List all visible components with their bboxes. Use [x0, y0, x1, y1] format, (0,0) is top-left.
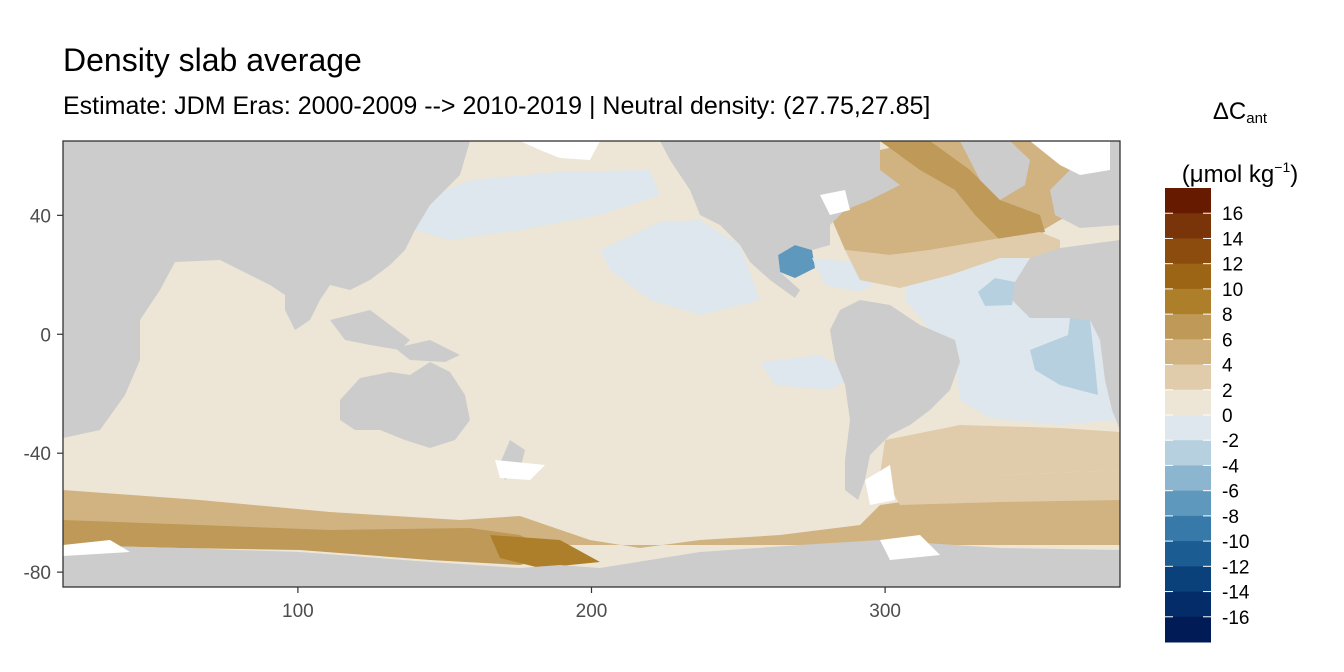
colorbar-label: 6	[1222, 330, 1233, 351]
land-greenland	[960, 141, 1030, 200]
legend-title: ΔCant (μmol kg−1)	[1160, 88, 1320, 199]
land-indonesia	[330, 310, 410, 350]
colorbar-swatch	[1165, 465, 1211, 492]
map-layers	[63, 141, 1120, 587]
colorbar-swatch	[1165, 339, 1211, 366]
x-tick-label: 100	[282, 601, 314, 622]
missing-data-antarctic-1	[63, 540, 130, 556]
colorbar-swatch	[1165, 288, 1211, 315]
missing-data-hudson	[820, 190, 850, 215]
legend-title-main: ΔC	[1212, 98, 1247, 125]
missing-data	[63, 141, 1110, 560]
land-australia	[340, 362, 470, 448]
y-tick-label: -80	[24, 563, 51, 584]
region-canary-patch	[978, 278, 1015, 306]
colorbar-swatch	[1165, 591, 1211, 618]
region-north-atlantic-transition	[845, 232, 1060, 288]
land-new-guinea	[395, 340, 460, 362]
land-africa-west	[63, 141, 400, 438]
colorbar-label: -2	[1222, 431, 1239, 452]
x-tick-label: 200	[576, 601, 608, 622]
region-northeast-pacific	[600, 220, 760, 315]
colorbar-swatch	[1165, 389, 1211, 416]
colorbar-swatch	[1165, 238, 1211, 265]
colorbar-swatch	[1165, 213, 1211, 239]
land-africa-east	[1012, 240, 1120, 430]
region-caribbean	[812, 258, 880, 292]
region-labrador-sea	[880, 141, 1045, 240]
colorbar-swatch	[1165, 566, 1211, 593]
colorbar-label: -8	[1222, 507, 1239, 528]
chart-title: Density slab average	[63, 42, 362, 78]
missing-data-tasman	[495, 460, 545, 480]
colorbar-label: -4	[1222, 456, 1239, 477]
land-south-america	[830, 300, 960, 500]
chart-subtitle: Estimate: JDM Eras: 2000-2009 --> 2010-2…	[63, 92, 931, 120]
colorbar-swatch	[1165, 541, 1211, 567]
missing-data-south-atlantic	[865, 465, 895, 505]
land-north-america	[660, 141, 900, 298]
region-south-atlantic-transition	[880, 425, 1120, 480]
missing-data-arctic	[520, 141, 600, 160]
colorbar-swatch	[1165, 364, 1211, 391]
land	[63, 141, 1120, 587]
missing-data-antarctic-2	[880, 535, 940, 560]
colorbar-swatch	[1165, 314, 1211, 340]
legend-unit-post: )	[1290, 161, 1299, 188]
colorbar-label: -12	[1222, 557, 1249, 578]
colorbar-label: 8	[1222, 305, 1233, 326]
colorbar-swatch	[1165, 440, 1211, 466]
y-axis: 40 0 -40 -80	[24, 206, 63, 584]
colorbar-label: 10	[1222, 280, 1243, 301]
land-antarctica	[63, 540, 1120, 587]
region-gulf-of-mexico	[778, 245, 815, 278]
colorbar-label: -16	[1222, 608, 1249, 629]
colorbar-swatch	[1165, 263, 1211, 290]
colorbar-swatch	[1165, 515, 1211, 542]
colorbar-swatch	[1165, 490, 1211, 517]
region-north-pacific-subpolar	[410, 170, 660, 240]
colorbar-label: 14	[1222, 229, 1244, 250]
map-panel	[62, 140, 1121, 588]
colorbar-label: 0	[1222, 406, 1233, 427]
legend-title-sub: ant	[1246, 110, 1268, 127]
colorbar-label: -10	[1222, 532, 1249, 553]
y-tick-label: 40	[30, 206, 51, 227]
y-tick-label: -40	[24, 444, 51, 465]
colorbar-swatch	[1165, 415, 1211, 441]
missing-data-greenland-sea	[1030, 141, 1110, 175]
x-axis: 100 200 300	[282, 587, 901, 622]
y-tick-label: 0	[40, 325, 51, 346]
x-tick-label: 300	[869, 601, 901, 622]
colorbar-label: -6	[1222, 482, 1239, 503]
colorbar-label: 16	[1222, 204, 1243, 225]
colorbar: 16 14 12 10 8 6 4 2 0 -2 -4 -6 -8 -10 -12 -14 -16	[1165, 188, 1250, 643]
colorbar-swatch	[1165, 616, 1211, 643]
region-eastern-tropical-atlantic	[1030, 318, 1098, 395]
region-eastern-pacific-small	[760, 355, 855, 390]
legend-unit-sup: −1	[1274, 159, 1291, 175]
land-eurasia	[285, 141, 470, 330]
region-antarctic-margin-inner	[63, 520, 560, 565]
colorbar-label: 2	[1222, 381, 1233, 402]
colorbar-label: 4	[1222, 356, 1233, 377]
legend-unit-pre: (μmol kg	[1181, 161, 1275, 188]
region-weddell-transition	[880, 470, 1120, 505]
colorbar-label: -14	[1222, 583, 1250, 604]
colorbar-label: 12	[1222, 255, 1243, 276]
colorbar-swatch	[1165, 188, 1211, 214]
region-ross-sea	[490, 535, 600, 568]
